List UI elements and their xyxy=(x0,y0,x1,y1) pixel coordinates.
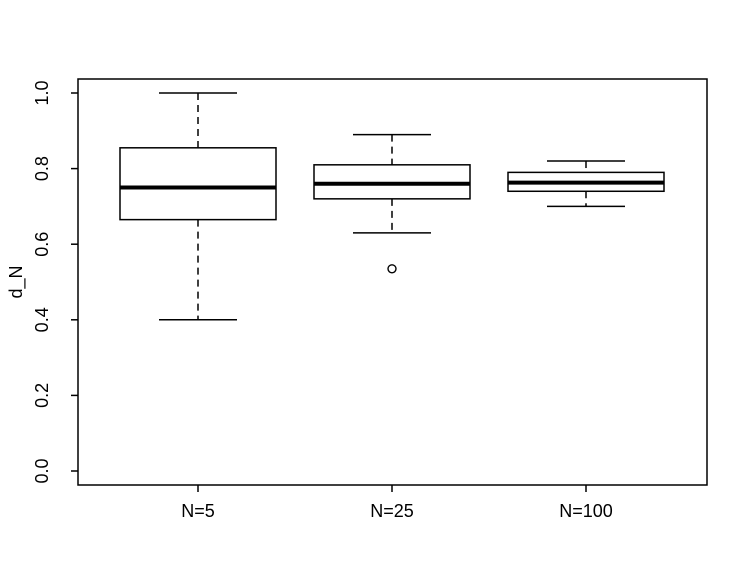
y-axis-label: d_N xyxy=(6,265,27,298)
y-tick-label: 0.8 xyxy=(32,156,52,181)
outlier-point xyxy=(387,264,397,274)
y-tick-label: 0.0 xyxy=(32,458,52,483)
x-tick-label: N=5 xyxy=(181,501,215,521)
y-tick-label: 0.6 xyxy=(32,232,52,257)
box-rect xyxy=(119,147,277,221)
y-tick-label: 1.0 xyxy=(32,80,52,105)
y-tick-label: 0.2 xyxy=(32,383,52,408)
x-tick-label: N=25 xyxy=(370,501,414,521)
x-tick-label: N=100 xyxy=(559,501,613,521)
y-tick-label: 0.4 xyxy=(32,307,52,332)
